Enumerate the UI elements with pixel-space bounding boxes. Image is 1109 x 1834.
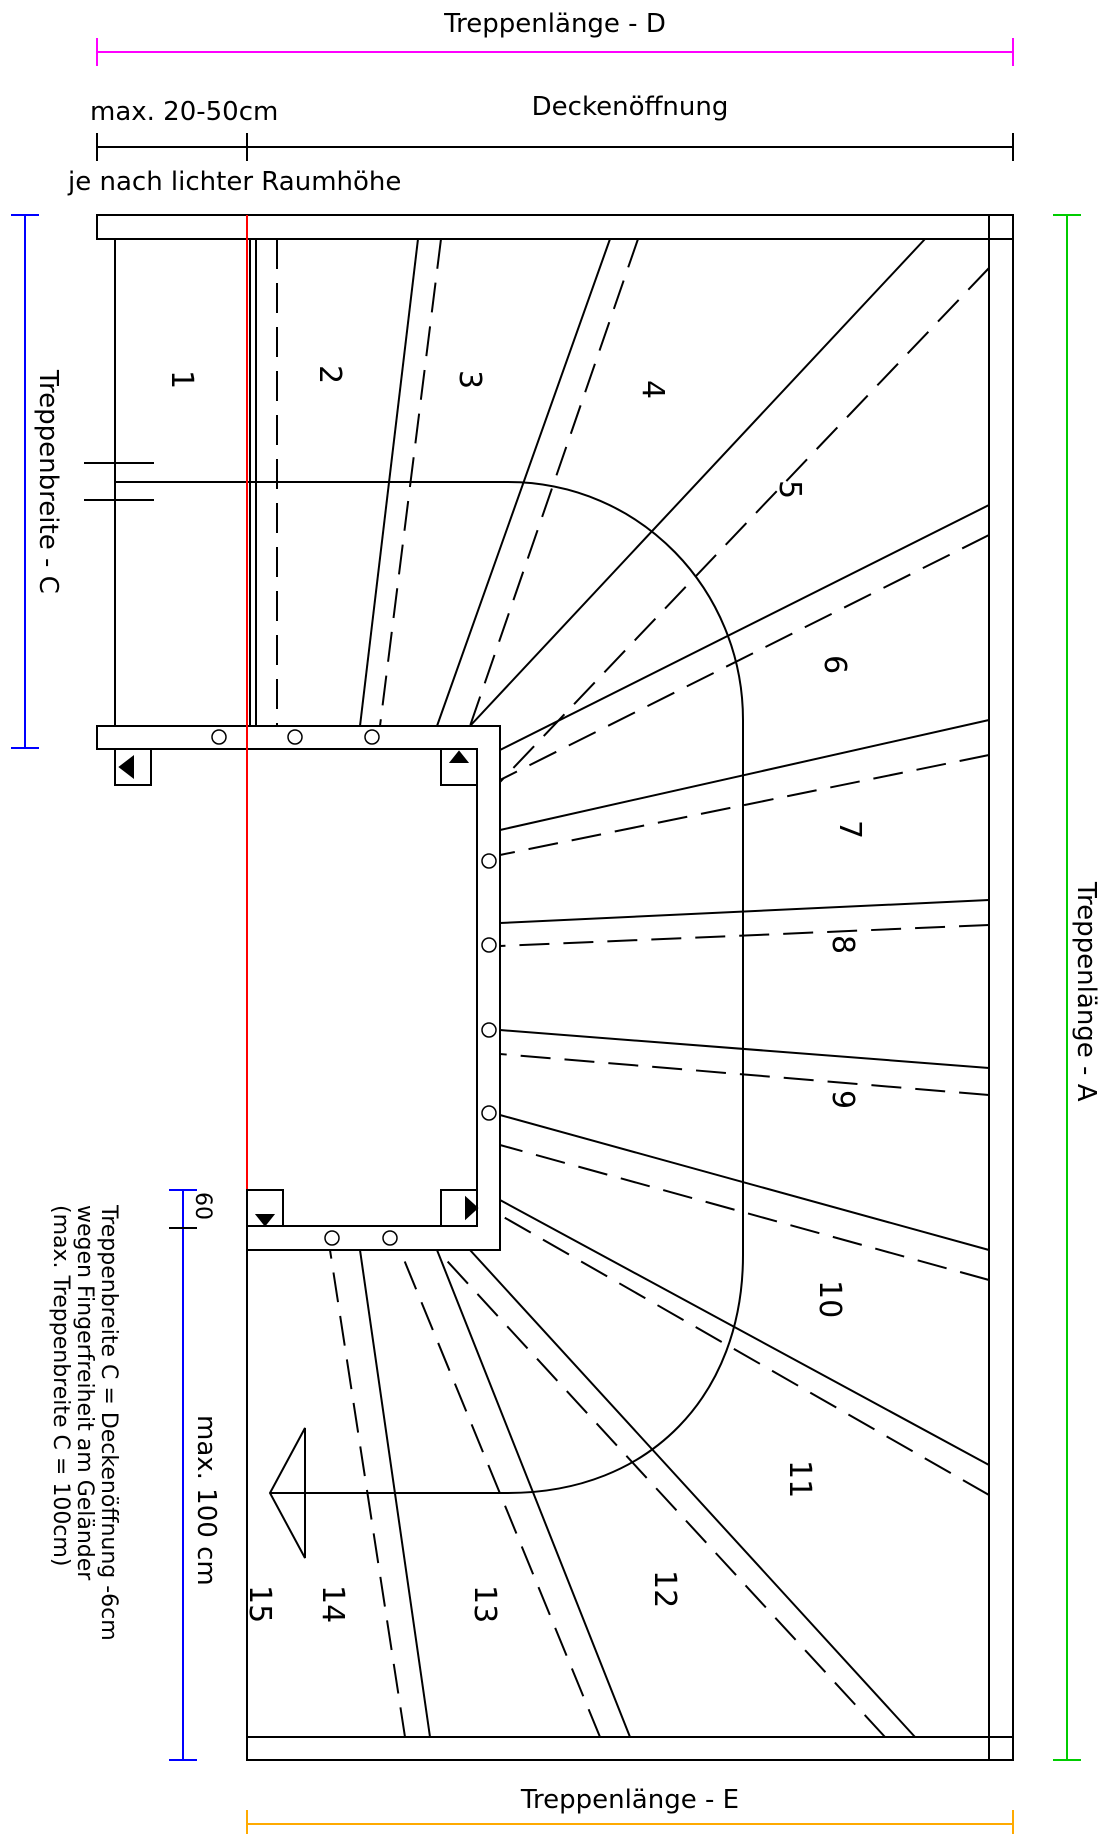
- step-number-6: 6: [817, 655, 852, 674]
- step-number-1: 1: [164, 370, 199, 389]
- note-line-3: (max. Treppenbreite C = 100cm): [48, 1205, 73, 1566]
- note-line-1: Treppenbreite C = Deckenöffnung -6cm: [96, 1204, 121, 1641]
- walking-line: [268, 481, 744, 1559]
- step-number-2: 2: [312, 365, 347, 384]
- width-note: Treppenbreite C = Deckenöffnung -6cm weg…: [48, 1204, 121, 1641]
- step-numbers: 1 2 3 4 5 6 7 8 9 10 11 12 13 14 15: [164, 365, 867, 1623]
- step-number-15: 15: [242, 1585, 277, 1623]
- step-number-8: 8: [825, 935, 860, 954]
- step-number-10: 10: [812, 1280, 847, 1318]
- posts: [114, 748, 479, 1227]
- step-number-4: 4: [635, 380, 670, 399]
- max-offset-label: max. 20-50cm: [90, 97, 278, 127]
- step-number-13: 13: [467, 1585, 502, 1623]
- step-number-12: 12: [647, 1570, 682, 1608]
- width-c-label: Treppenbreite - C: [33, 369, 63, 594]
- step-number-7: 7: [832, 820, 867, 839]
- gap-60-label: 60: [190, 1192, 215, 1220]
- step-number-3: 3: [452, 370, 487, 389]
- dimension-length-e: Treppenlänge - E: [246, 1785, 1014, 1834]
- balusters: [211, 729, 497, 1246]
- room-height-note: je nach lichter Raumhöhe: [67, 167, 401, 197]
- dimension-length-d: Treppenlänge - D: [96, 9, 1014, 66]
- length-a-label: Treppenlänge - A: [1071, 881, 1101, 1102]
- step-number-5: 5: [772, 480, 807, 499]
- dimension-width-c: Treppenbreite - C: [11, 214, 63, 749]
- max-100-label: max. 100 cm: [191, 1415, 221, 1586]
- step-number-14: 14: [315, 1585, 350, 1623]
- stair-outline: [84, 214, 1014, 1761]
- step-number-11: 11: [782, 1460, 817, 1498]
- length-d-label: Treppenlänge - D: [443, 9, 666, 39]
- step-lines: [329, 238, 990, 1738]
- note-line-2: wegen Fingerfreiheit am Geländer: [72, 1205, 97, 1581]
- ceiling-opening-label: Deckenöffnung: [532, 92, 729, 122]
- dimension-max-100: 60 max. 100 cm: [169, 1189, 221, 1761]
- length-e-label: Treppenlänge - E: [520, 1785, 739, 1815]
- dimension-length-a: Treppenlänge - A: [1053, 214, 1101, 1761]
- dimension-ceiling-opening: max. 20-50cm Deckenöffnung je nach licht…: [67, 92, 1014, 197]
- step-number-9: 9: [825, 1090, 860, 1109]
